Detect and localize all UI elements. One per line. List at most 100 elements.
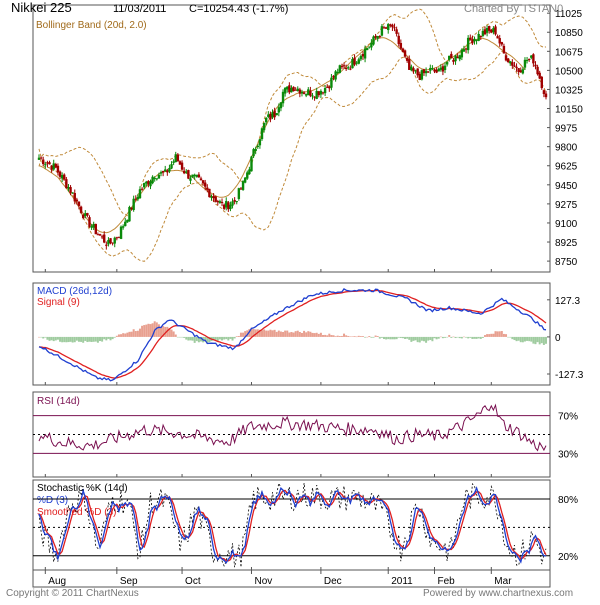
candle-body	[426, 71, 430, 73]
candle-body	[60, 175, 64, 179]
macd-histogram-bar	[532, 336, 535, 344]
candle-body	[140, 188, 144, 190]
macd-histogram-bar	[303, 330, 306, 337]
candle-body	[170, 164, 173, 169]
candle-body	[431, 68, 434, 70]
macd-histogram-bar	[229, 336, 232, 339]
x-tick-label: Dec	[324, 576, 342, 587]
macd-histogram-bar	[467, 336, 470, 339]
macd-histogram-bar	[361, 336, 364, 337]
macd-histogram-bar	[71, 336, 74, 343]
macd-histogram-bar	[94, 336, 97, 342]
macd-histogram-bar	[435, 336, 438, 340]
candle-body	[197, 174, 201, 178]
macd-histogram-bar	[536, 336, 539, 343]
candle-body	[317, 91, 320, 96]
candle-body	[494, 26, 497, 35]
candle-body	[332, 75, 335, 78]
candle-body	[328, 86, 331, 89]
candle-body	[492, 28, 495, 33]
macd-histogram-bar	[61, 336, 64, 343]
macd-histogram-bar	[330, 335, 333, 337]
y-tick-label: 10675	[555, 47, 583, 58]
candle-body	[235, 201, 238, 203]
candle-body	[111, 242, 114, 244]
candle-body	[265, 117, 268, 123]
macd-histogram-bar	[444, 336, 447, 338]
candle-body	[500, 42, 504, 45]
macd-histogram-bar	[197, 336, 200, 343]
candle-body	[365, 48, 369, 51]
macd-histogram-bar	[374, 335, 377, 337]
macd-histogram-bar	[275, 331, 278, 337]
candle-body	[376, 36, 379, 39]
candle-body	[382, 27, 386, 29]
candle-body	[37, 157, 41, 160]
x-tick-label: Mar	[494, 576, 512, 587]
macd-histogram-bar	[38, 336, 40, 338]
candle-body	[490, 29, 493, 33]
macd-histogram-bar	[401, 336, 404, 339]
candle-body	[109, 238, 112, 244]
macd-histogram-bar	[250, 327, 253, 337]
candle-body	[416, 68, 419, 76]
candle-body	[393, 27, 396, 29]
macd-histogram-bar	[542, 336, 545, 345]
macd-histogram-bar	[420, 336, 423, 341]
macd-histogram-bar	[502, 333, 505, 337]
macd-histogram-bar	[223, 336, 226, 340]
candle-body	[485, 28, 489, 33]
candle-body	[448, 55, 451, 60]
candle-body	[212, 195, 215, 199]
candle-body	[307, 89, 310, 96]
candle-body	[134, 198, 137, 200]
y-tick-label: 9625	[555, 162, 578, 173]
candle-body	[168, 167, 171, 172]
candle-body	[145, 181, 148, 184]
macd-histogram-bar	[252, 329, 255, 337]
candle-body	[370, 42, 373, 48]
macd-histogram-bar	[336, 335, 339, 337]
candle-body	[54, 164, 58, 168]
macd-histogram-bar	[172, 331, 175, 337]
macd-histogram-bar	[235, 336, 238, 337]
macd-histogram-bar	[441, 336, 444, 339]
candle-body	[441, 66, 445, 72]
macd-histogram-bar	[383, 336, 386, 340]
macd-histogram-bar	[101, 336, 104, 342]
macd-histogram-bar	[387, 336, 390, 340]
candle-body	[475, 39, 478, 41]
date-label: 11/03/2011	[113, 3, 166, 15]
macd-histogram-bar	[366, 336, 369, 338]
candle-body	[515, 66, 518, 68]
macd-histogram-bar	[509, 336, 512, 338]
candle-body	[378, 36, 382, 38]
macd-histogram-bar	[372, 336, 375, 338]
candle-body	[387, 24, 390, 31]
macd-histogram-bar	[54, 336, 57, 341]
candle-body	[216, 201, 220, 203]
macd-histogram-bar	[132, 329, 135, 337]
y-tick-label: 9100	[555, 219, 578, 230]
macd-histogram-bar	[540, 336, 543, 344]
candle-body	[130, 207, 133, 210]
x-tick-label: Sep	[120, 576, 138, 587]
candle-body	[214, 196, 217, 202]
macd-histogram-bar	[277, 330, 280, 337]
y-tick-label: 8750	[555, 257, 578, 268]
candle-body	[355, 62, 358, 64]
macd-histogram-bar	[151, 323, 154, 337]
y-tick-label: 9800	[555, 143, 578, 154]
candle-body	[220, 201, 224, 203]
y-tick-label: 30%	[558, 449, 578, 460]
macd-histogram-bar	[521, 336, 524, 343]
candle-body	[63, 174, 66, 180]
candle-body	[389, 24, 392, 26]
candle-body	[473, 38, 476, 42]
macd-histogram-bar	[475, 336, 478, 339]
candle-body	[248, 169, 251, 175]
candle-body	[229, 204, 232, 210]
macd-histogram-bar	[523, 336, 526, 342]
candle-body	[189, 178, 192, 181]
